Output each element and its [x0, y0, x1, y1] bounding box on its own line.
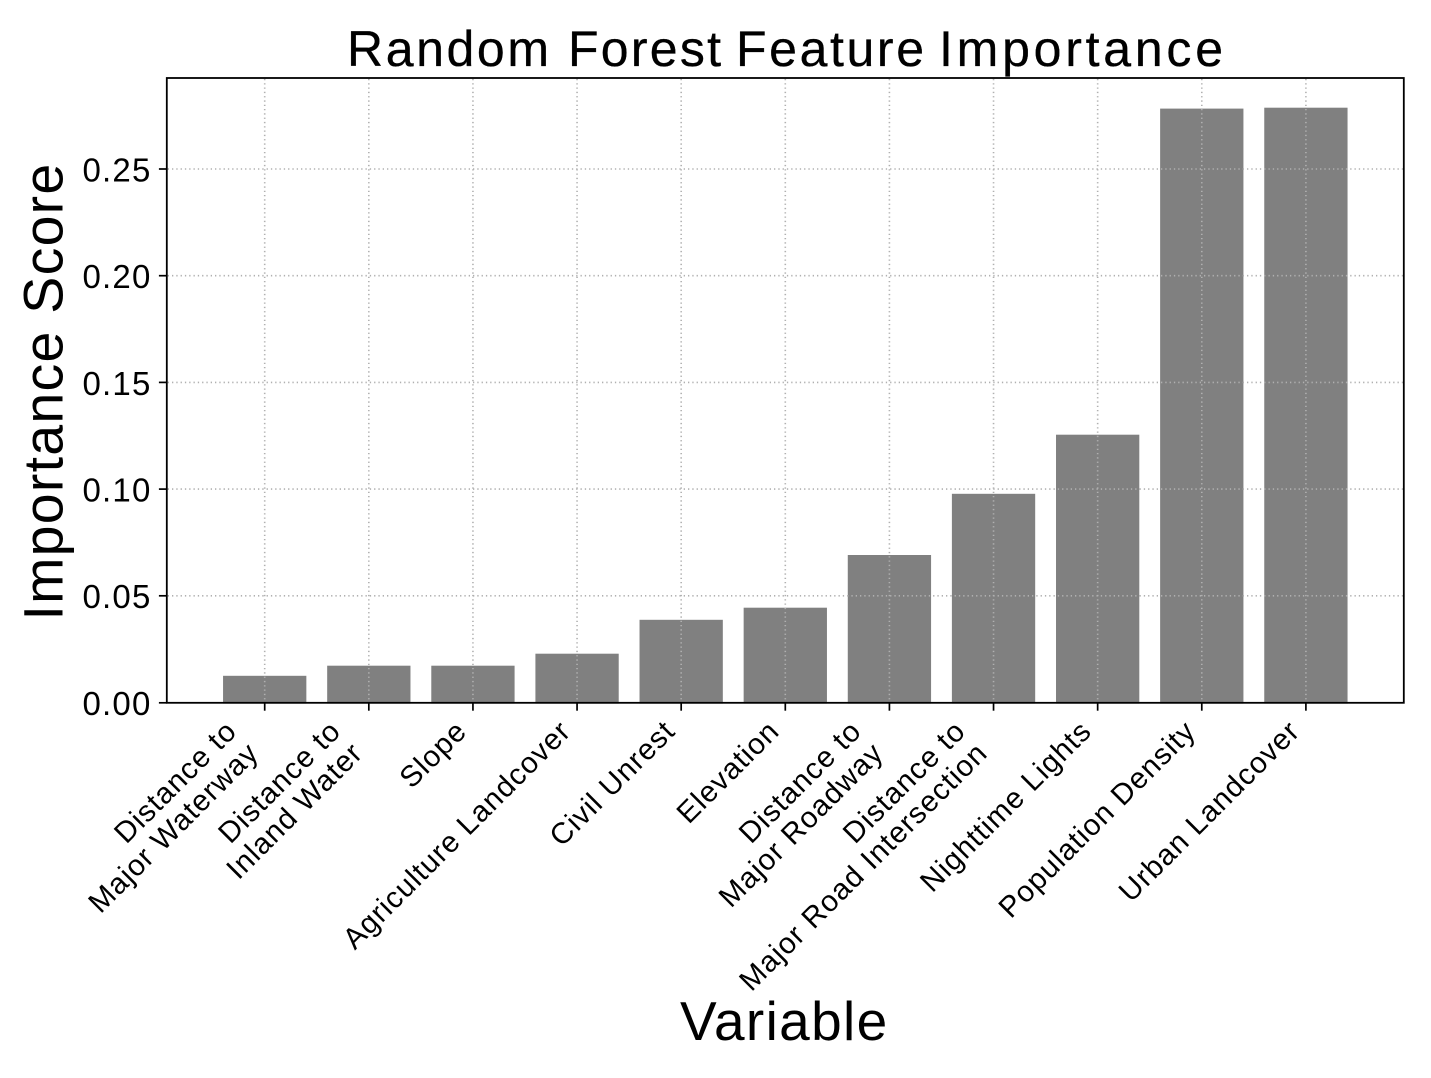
svg-text:0.00: 0.00 — [82, 685, 151, 722]
svg-text:0.20: 0.20 — [82, 258, 151, 295]
svg-text:Importance Score: Importance Score — [12, 162, 74, 620]
svg-text:0.10: 0.10 — [82, 472, 151, 509]
svg-text:0.05: 0.05 — [82, 578, 151, 615]
svg-text:0.25: 0.25 — [82, 151, 151, 188]
svg-text:Variable: Variable — [680, 990, 889, 1052]
svg-text:0.15: 0.15 — [82, 365, 151, 402]
